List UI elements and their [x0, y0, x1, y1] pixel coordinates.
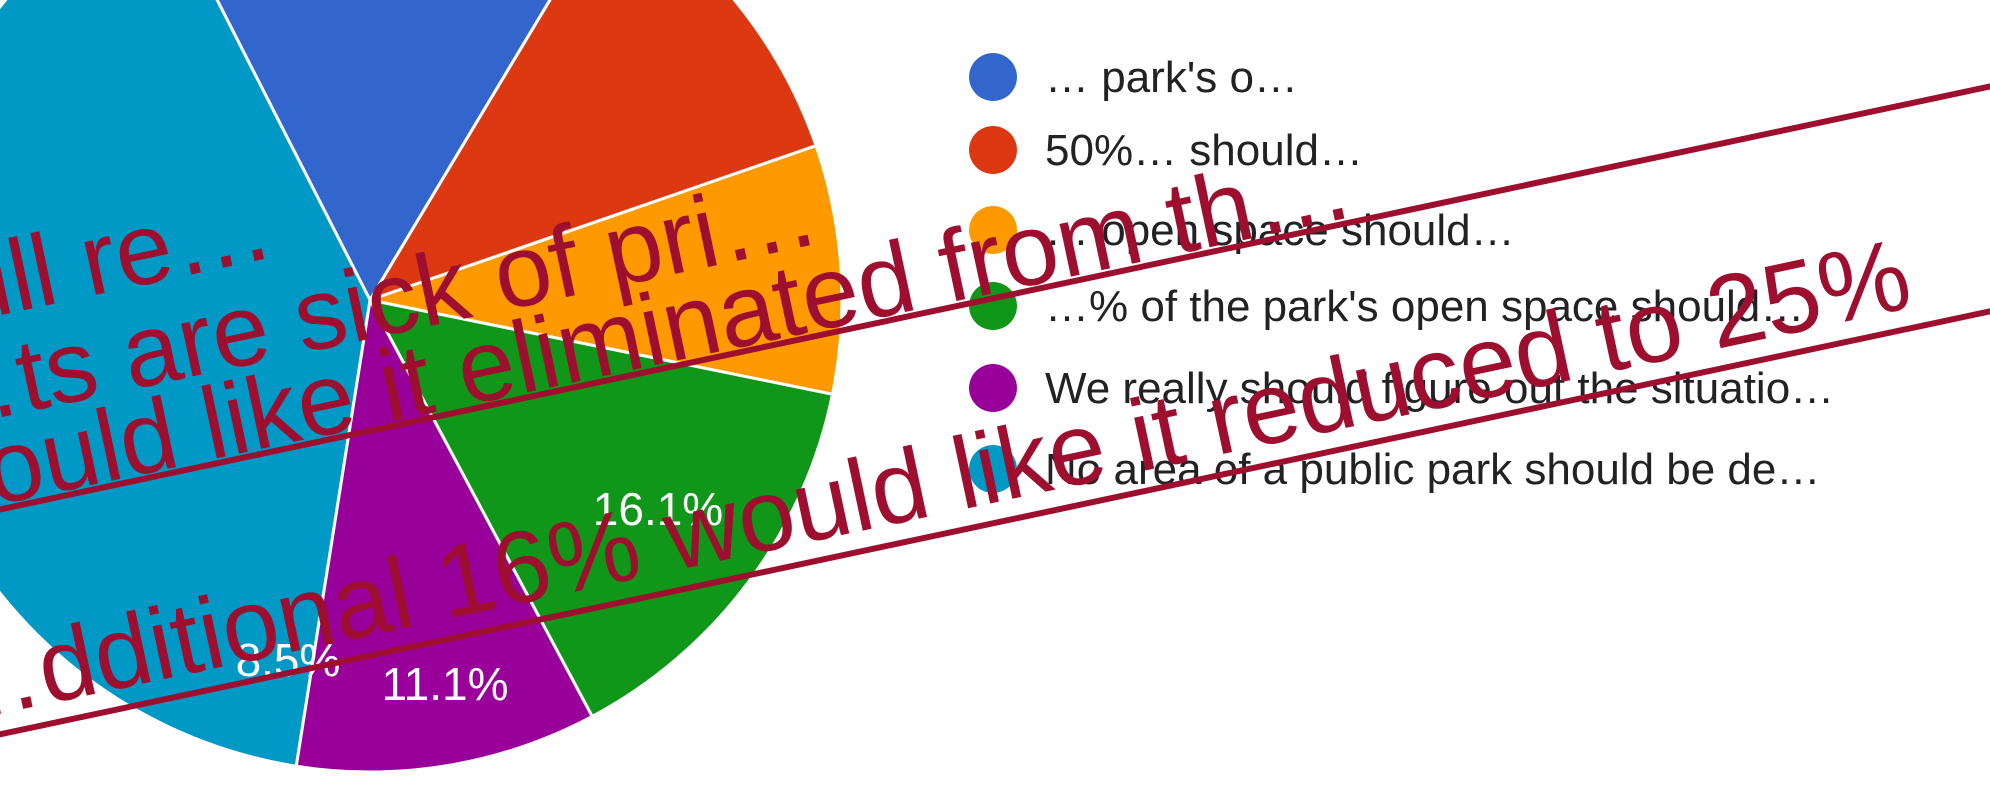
- legend-swatch-2: [969, 206, 1017, 254]
- pie-slice-0: [215, 0, 552, 304]
- legend-label-1: 50%… should…: [1045, 126, 1363, 175]
- legend-label-2: … open space should…: [1045, 206, 1515, 255]
- legend-item: … open space should…: [969, 206, 1515, 255]
- legend: … park's o… 50%… should… … open space sh…: [969, 53, 1834, 494]
- legend-item: …% of the park's open space should…: [969, 282, 1804, 331]
- legend-label-3: …% of the park's open space should…: [1045, 282, 1804, 331]
- pie-slice-1: [366, 0, 818, 303]
- legend-swatch-1: [969, 126, 1017, 174]
- legend-item: … park's o…: [969, 53, 1298, 102]
- legend-swatch-0: [969, 53, 1017, 101]
- legend-swatch-4: [969, 364, 1017, 412]
- pie-slice-2: [364, 143, 844, 397]
- slice-label-0: 16.1%: [593, 483, 723, 535]
- legend-label-0: … park's o…: [1045, 53, 1298, 102]
- legend-swatch-5: [969, 445, 1017, 493]
- slice-labels: 16.1% 11.1% 8.5%: [236, 483, 724, 710]
- banner-frame: [0, 48, 1990, 769]
- legend-item: 50%… should…: [969, 126, 1363, 175]
- slice-label-2: 8.5%: [236, 634, 341, 686]
- slice-label-1: 11.1%: [381, 658, 508, 710]
